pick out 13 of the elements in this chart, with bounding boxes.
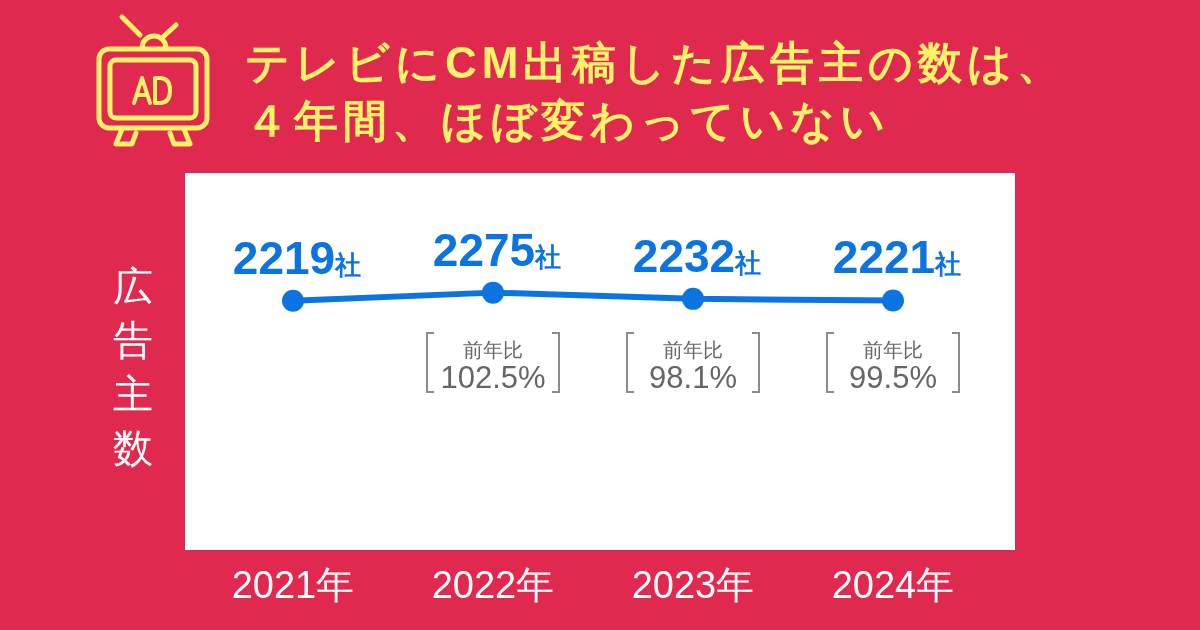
x-tick-label: 2023年 [631, 564, 755, 606]
annotation: 前年比 99.5% [849, 339, 937, 395]
ylabel: 広告主数 [113, 264, 153, 470]
data-label: 2221社 [832, 231, 962, 284]
data-label: 2232社 [632, 229, 762, 282]
x-tick-label: 2022年 [431, 564, 555, 606]
annotation: 前年比 102.5% [440, 339, 546, 395]
x-tick-label: 2021年 [231, 564, 355, 606]
data-label: 2275社 [432, 223, 562, 276]
x-tick-label: 2024年 [831, 564, 955, 606]
data-label: 2219社 [232, 231, 362, 284]
title: テレビにCM出稿した広告主の数は、４年間、ほぼ変わっていない [245, 38, 1067, 145]
annotation: 前年比 98.1% [649, 339, 737, 395]
